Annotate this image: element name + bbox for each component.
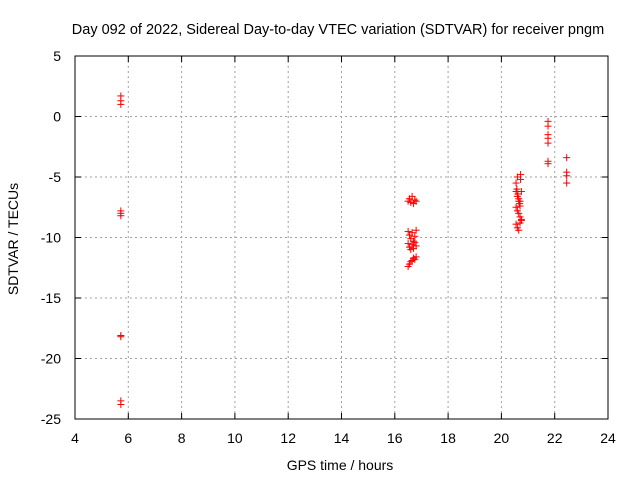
x-tick-label: 20: [494, 430, 510, 446]
data-point: [512, 203, 520, 211]
data-point: [117, 333, 125, 341]
data-point: [563, 179, 571, 187]
data-point: [544, 122, 552, 130]
y-tick-label: 0: [53, 109, 61, 125]
data-point: [408, 192, 416, 200]
data-point: [544, 160, 552, 168]
x-tick-label: 10: [227, 430, 243, 446]
data-point: [563, 172, 571, 180]
x-tick-label: 4: [71, 430, 79, 446]
data-point: [517, 188, 525, 196]
data-point: [117, 400, 125, 408]
y-axis-label: SDTVAR / TECUs: [5, 183, 21, 295]
data-point: [515, 226, 523, 234]
data-point: [412, 197, 420, 205]
grid-lines: [75, 56, 608, 419]
data-point: [517, 215, 525, 223]
x-tick-label: 8: [178, 430, 186, 446]
data-point: [404, 240, 412, 248]
data-point: [412, 242, 420, 250]
x-tick-label: 24: [600, 430, 616, 446]
data-point: [117, 212, 125, 220]
x-tick-labels: 4 6 8 10 12 14 16 18 20 22 24: [71, 430, 616, 446]
y-tick-labels: 5 0 -5 -10 -15 -20 -25: [41, 48, 61, 427]
y-tick-label: -25: [41, 411, 61, 427]
data-point: [412, 226, 420, 234]
x-tick-label: 12: [280, 430, 296, 446]
axis-ticks: [74, 55, 609, 420]
data-point: [563, 154, 571, 162]
data-point: [408, 229, 416, 237]
x-tick-label: 14: [334, 430, 350, 446]
y-tick-label: -5: [49, 169, 62, 185]
data-point: [515, 197, 523, 205]
data-point: [411, 196, 419, 204]
data-point: [516, 219, 524, 227]
y-tick-label: -15: [41, 290, 61, 306]
data-point: [412, 253, 420, 261]
x-tick-label: 18: [440, 430, 456, 446]
data-point: [411, 232, 419, 240]
y-tick-label: 5: [53, 48, 61, 64]
data-point: [512, 179, 520, 187]
data-point: [515, 209, 523, 217]
data-point: [517, 171, 525, 179]
data-point: [404, 227, 412, 235]
data-point: [544, 139, 552, 147]
data-points: [117, 92, 571, 408]
x-tick-label: 16: [387, 430, 403, 446]
x-axis-label: GPS time / hours: [287, 457, 394, 473]
chart-title: Day 092 of 2022, Sidereal Day-to-day VTE…: [72, 22, 604, 38]
data-point: [411, 238, 419, 246]
x-tick-label: 22: [547, 430, 563, 446]
data-point: [513, 192, 521, 200]
data-point: [516, 202, 524, 210]
data-point: [512, 220, 520, 228]
x-tick-label: 6: [124, 430, 132, 446]
y-tick-label: -20: [41, 351, 61, 367]
data-point: [117, 100, 125, 108]
data-point: [407, 258, 415, 266]
data-point: [409, 237, 417, 245]
y-tick-label: -10: [41, 230, 61, 246]
